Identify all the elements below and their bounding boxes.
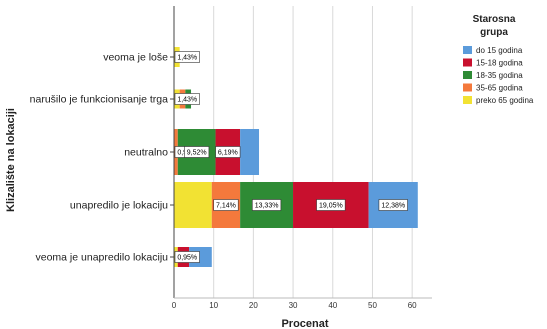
data-label: 0,95%	[177, 255, 197, 262]
bar-segment	[240, 129, 260, 175]
data-label: 1,43%	[177, 55, 197, 62]
x-tick-label: 30	[289, 301, 298, 310]
legend-swatch	[463, 96, 472, 104]
gridlines	[213, 6, 413, 298]
data-label-box	[316, 199, 346, 211]
legend-swatch	[463, 83, 472, 92]
data-label-box	[174, 251, 200, 263]
data-label: 9,52%	[187, 150, 207, 157]
x-axis-title: Procenat	[281, 318, 328, 329]
data-label: 13,33%	[255, 203, 279, 210]
category-label: neutralno	[124, 147, 168, 159]
x-tick-label: 40	[328, 301, 337, 310]
data-label: 19,05%	[319, 203, 343, 210]
data-label: 6,19%	[218, 150, 238, 157]
data-label: 1,43%	[177, 97, 197, 104]
data-label-box	[251, 199, 282, 211]
bar-segment	[174, 182, 212, 228]
x-tick-label: 0	[172, 301, 177, 310]
legend-swatch	[463, 46, 472, 54]
legend-label: do 15 godina	[476, 46, 523, 55]
x-tick-label: 60	[408, 301, 417, 310]
category-label: narušilo je funkcionisanje trga	[30, 94, 168, 106]
data-label: 7,14%	[216, 203, 236, 210]
data-label-box	[184, 146, 210, 158]
legend-label: 35-65 godina	[476, 84, 523, 93]
legend-swatch	[463, 71, 472, 79]
legend: Starosna grupa do 15 godina 15-18 godina 18-…	[463, 14, 534, 105]
x-tick-label: 10	[209, 301, 218, 310]
data-label-box	[215, 146, 241, 158]
category-label: unapredilo je lokaciju	[70, 200, 168, 212]
data-label-box	[378, 199, 408, 211]
category-label: veoma je unapredilo lokaciju	[36, 252, 169, 264]
x-tick-label: 50	[368, 301, 377, 310]
data-label-box	[174, 93, 200, 105]
legend-label: preko 65 godina	[476, 96, 534, 105]
x-tick-label: 20	[249, 301, 258, 310]
legend-label: 18-35 godina	[476, 71, 523, 80]
legend-label: 15-18 godina	[476, 59, 523, 68]
data-label-box	[174, 51, 200, 63]
legend-title: Starosna	[473, 14, 516, 25]
legend-title: grupa	[480, 27, 508, 38]
bars: 1,43% 1,43% 0,95% 9,52% 6,19% 7,14% 13,33% 19,0…	[174, 47, 418, 267]
axes: 0 10 20 30 40 50 60 veoma je loše narušilo je fu…	[30, 6, 432, 310]
category-label: veoma je loše	[103, 52, 168, 64]
data-label-box	[213, 199, 239, 211]
legend-swatch	[463, 58, 472, 67]
y-axis-title: Klizalište na lokaciji	[5, 108, 17, 212]
data-label: 12,38%	[381, 203, 405, 210]
